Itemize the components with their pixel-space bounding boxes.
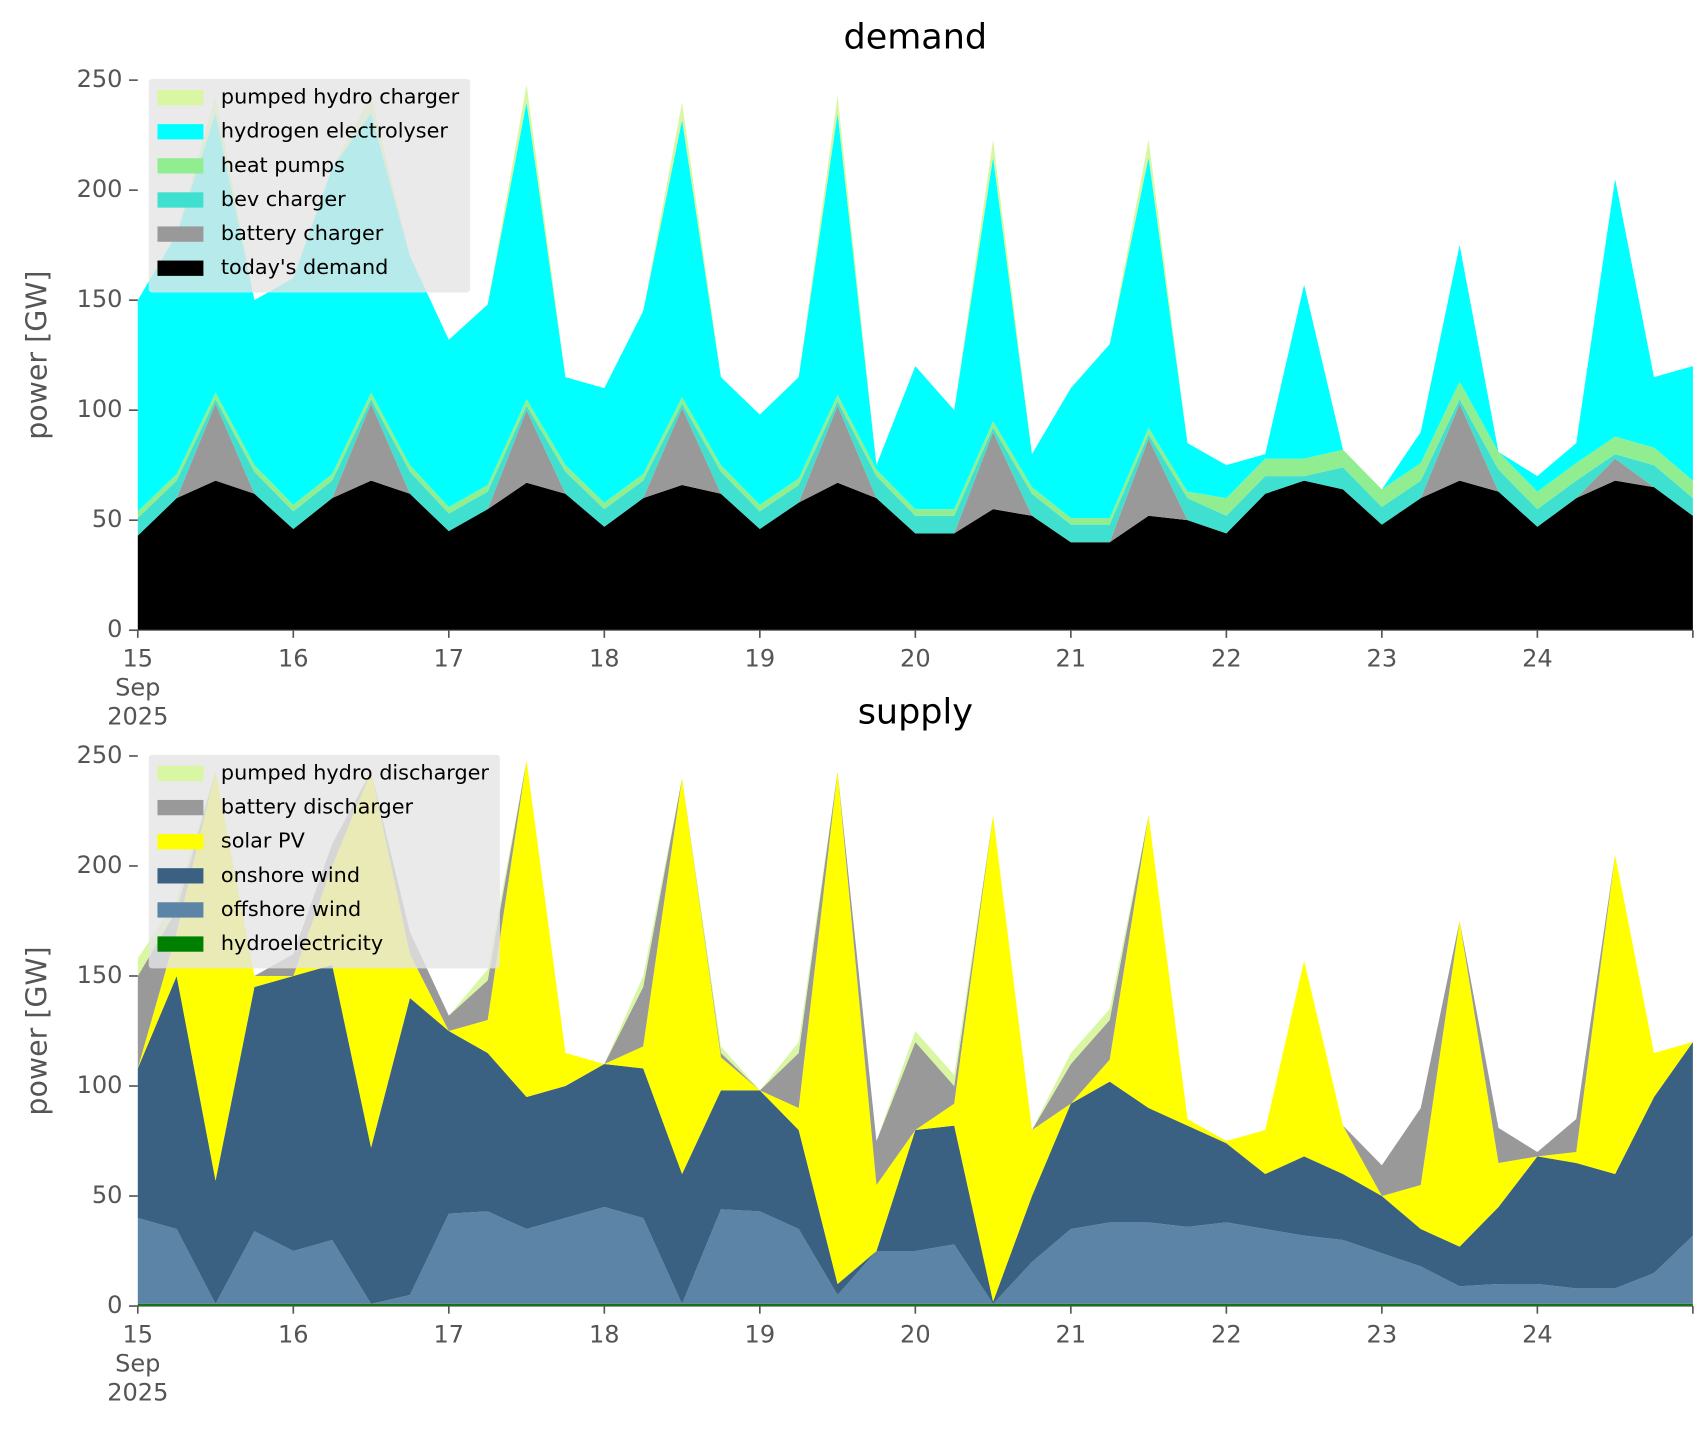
y-tick-label: 150 — [77, 961, 123, 989]
tick-label-line: Sep — [115, 1349, 160, 1377]
y-tick-label: 0 — [107, 1291, 122, 1319]
legend-box — [148, 79, 471, 293]
y-tick-label: 0 — [107, 615, 122, 643]
legend-label: solar PV — [221, 829, 306, 853]
legend-label: heat pumps — [221, 153, 345, 177]
legend-swatch — [157, 902, 204, 918]
y-tick-label: 200 — [77, 175, 123, 203]
legend-label: today's demand — [221, 255, 388, 279]
legend-label: battery charger — [221, 221, 384, 245]
legend-swatch — [157, 799, 204, 816]
legend-swatch — [157, 89, 204, 106]
tick-label-line: 2025 — [107, 702, 168, 730]
x-tick-label: 16 — [278, 1321, 309, 1349]
area — [137, 381, 1693, 525]
legend-swatch — [157, 226, 204, 242]
area — [137, 102, 1693, 518]
area — [137, 760, 1693, 1197]
area — [137, 403, 1693, 543]
legend-swatch — [157, 192, 204, 208]
x-tick-label: 21 — [1056, 645, 1087, 673]
x-tick-label: 15 Sep 2025 — [107, 645, 168, 731]
panel: demand power [GW] 0 50 100 150 200 250 15 Sep 2025… — [20, 18, 1694, 731]
y-axis-label: power [GW] — [20, 271, 53, 440]
legend-label: pumped hydro discharger — [221, 760, 490, 784]
y-tick-label: 100 — [77, 395, 123, 423]
y-tick-label: 200 — [77, 851, 123, 879]
chart-title: supply — [858, 692, 973, 732]
x-tick-label: 23 — [1367, 645, 1398, 673]
x-tick-label: 20 — [900, 1321, 931, 1349]
legend-label: battery discharger — [221, 795, 414, 819]
legend-label: onshore wind — [221, 863, 360, 887]
area — [137, 1303, 1693, 1307]
x-tick-label: 18 — [589, 1321, 620, 1349]
legend-box — [148, 754, 500, 969]
area — [137, 480, 1693, 631]
x-tick-label: 23 — [1367, 1321, 1398, 1349]
x-tick-label: 15 Sep 2025 — [107, 1321, 168, 1407]
legend-swatch — [157, 124, 204, 140]
legend-swatch — [157, 260, 204, 276]
x-tick-label: 22 — [1211, 1321, 1242, 1349]
chart-title: demand — [844, 18, 988, 58]
tick-label-line: 15 — [122, 1321, 153, 1349]
legend-label: offshore wind — [221, 897, 361, 921]
legend-swatch — [157, 765, 204, 782]
tick-label-line: Sep — [115, 674, 160, 702]
legend-swatch — [157, 936, 204, 952]
x-tick-label: 24 — [1522, 645, 1553, 673]
x-tick-label: 20 — [900, 645, 931, 673]
x-tick-label: 17 — [434, 1321, 465, 1349]
legend-swatch — [157, 158, 204, 174]
legend-label: hydrogen electrolyser — [221, 119, 448, 143]
legend-label: hydroelectricity — [221, 931, 383, 955]
y-tick-label: 150 — [77, 285, 123, 313]
area — [137, 1207, 1693, 1304]
y-tick-label: 100 — [77, 1071, 123, 1099]
x-tick-label: 21 — [1056, 1321, 1087, 1349]
tick-label-line: 15 — [122, 645, 153, 673]
y-tick-label: 250 — [77, 741, 123, 769]
area — [137, 964, 1693, 1304]
x-tick-label: 16 — [278, 645, 309, 673]
legend-label: bev charger — [221, 187, 346, 211]
tick-label-line: 2025 — [107, 1378, 168, 1406]
x-tick-label: 22 — [1211, 645, 1242, 673]
y-tick-label: 50 — [92, 505, 123, 533]
y-axis-label: power [GW] — [20, 946, 53, 1115]
legend-swatch — [157, 868, 204, 884]
x-tick-label: 24 — [1522, 1321, 1553, 1349]
x-tick-label: 19 — [745, 645, 776, 673]
legend-label: pumped hydro charger — [221, 85, 460, 109]
area — [137, 399, 1693, 543]
y-tick-label: 50 — [92, 1181, 123, 1209]
x-tick-label: 18 — [589, 645, 620, 673]
y-tick-label: 250 — [77, 65, 123, 93]
x-tick-label: 17 — [434, 645, 465, 673]
x-tick-label: 19 — [745, 1321, 776, 1349]
legend-swatch — [157, 834, 204, 850]
area — [137, 760, 1693, 1302]
